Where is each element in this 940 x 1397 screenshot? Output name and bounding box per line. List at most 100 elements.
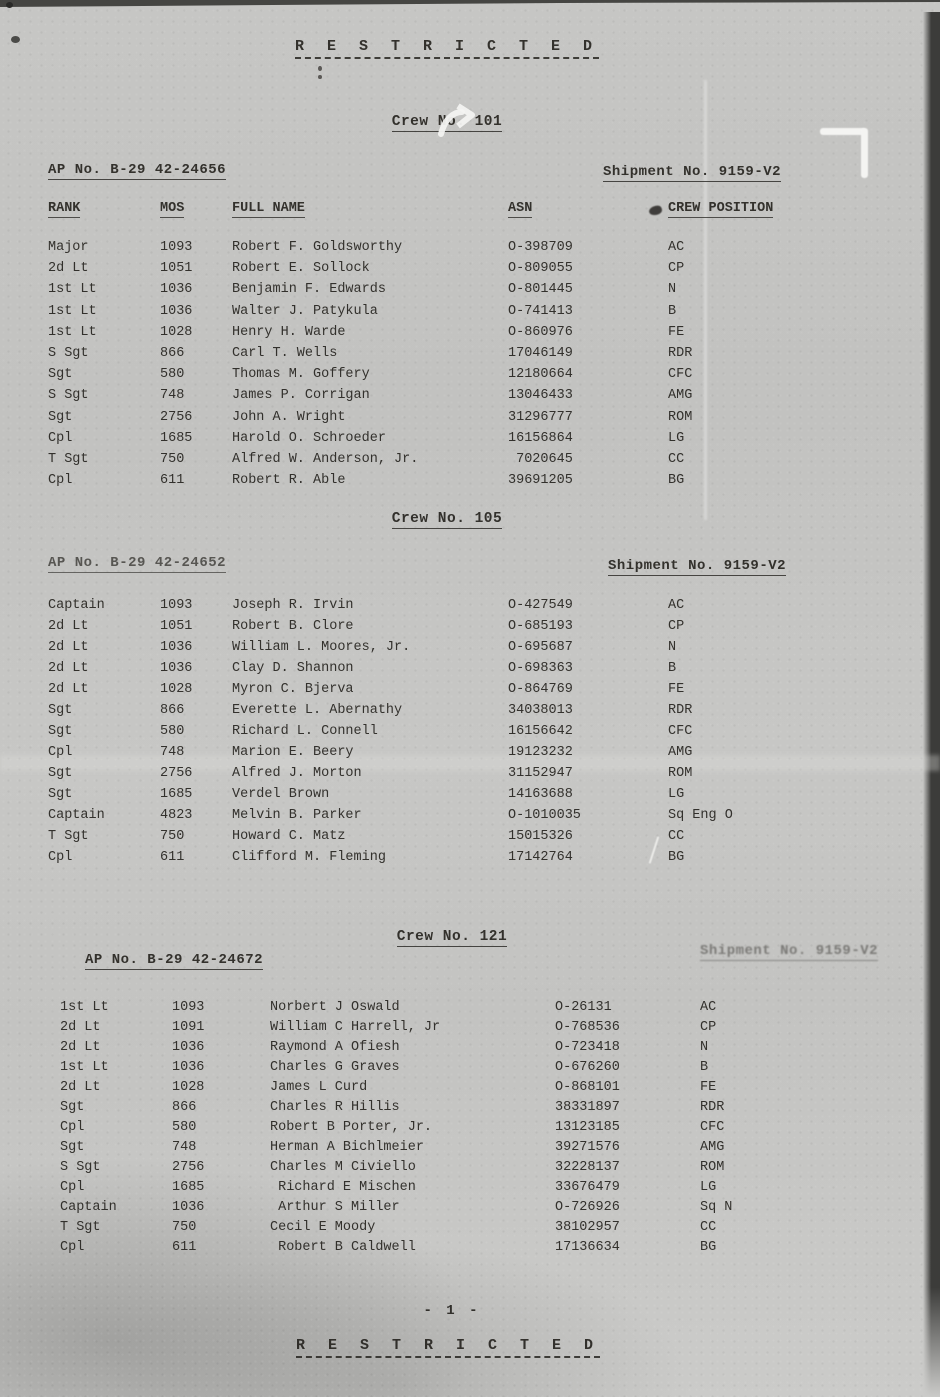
cell-asn: 17136634 <box>555 1240 620 1255</box>
white-arrow-scratch <box>438 103 475 137</box>
scan-top-edge <box>0 0 940 7</box>
cell-mos: 866 <box>160 703 185 718</box>
cell-mos: 750 <box>160 451 185 467</box>
cell-pos: B <box>668 303 677 319</box>
cell-name: Myron C. Bjerva <box>232 682 354 697</box>
cell-asn: O-860976 <box>508 324 573 340</box>
cell-asn: O-768536 <box>555 1020 620 1035</box>
cell-asn: O-864769 <box>508 682 573 697</box>
cell-rank: 1st Lt <box>60 1060 109 1075</box>
cell-asn: 19123232 <box>508 745 573 760</box>
cell-mos: 1036 <box>160 303 193 319</box>
cell-asn: O-685193 <box>508 619 573 634</box>
cell-name: Cecil E Moody <box>270 1220 376 1235</box>
roster-row: Captain 1036 Arthur S Miller O-726926 Sq N <box>60 1198 892 1218</box>
cell-rank: S Sgt <box>60 1160 101 1175</box>
cell-name: Richard L. Connell <box>232 724 378 739</box>
cell-pos: B <box>700 1060 709 1075</box>
cell-asn: O-726926 <box>555 1200 620 1215</box>
cell-rank: Cpl <box>60 1180 85 1195</box>
cell-pos: RDR <box>668 703 693 718</box>
cell-rank: S Sgt <box>48 388 89 404</box>
cell-name: Robert B Porter, Jr. <box>270 1120 433 1135</box>
cell-asn: O-427549 <box>508 598 573 613</box>
cell-asn: 34038013 <box>508 703 573 718</box>
cell-name: Howard C. Matz <box>232 829 346 844</box>
roster-row: S Sgt 2756 Charles M Civiello 32228137 ROM <box>60 1158 892 1178</box>
cell-pos: N <box>668 282 677 298</box>
ink-speck <box>6 2 13 8</box>
cell-rank: Cpl <box>48 745 73 760</box>
corner-registration-mark <box>820 126 870 178</box>
cell-mos: 1028 <box>172 1080 205 1095</box>
cell-pos: AMG <box>668 745 693 760</box>
crew-105-title: Crew No. 105 <box>391 511 503 529</box>
roster-row: 2d Lt 1036 Clay D. Shannon O-698363 B <box>48 658 892 679</box>
cell-asn: O-676260 <box>555 1060 620 1075</box>
cell-mos: 580 <box>160 724 185 739</box>
roster-row: Sgt 748 Herman A Bichlmeier 39271576 AMG <box>60 1138 892 1158</box>
cell-pos: CC <box>700 1220 717 1235</box>
cell-name: Robert B. Clore <box>232 619 354 634</box>
cell-asn: 13123185 <box>555 1120 620 1135</box>
roster-row: Sgt 866 Everette L. Abernathy 34038013 RDR <box>48 700 892 721</box>
roster-row: 1st Lt 1036 Benjamin F. Edwards O-801445 N <box>48 279 892 300</box>
roster-row: Cpl 1685 Harold O. Schroeder 16156864 LG <box>48 428 892 449</box>
roster-row: 1st Lt 1093 Norbert J Oswald O-26131 AC <box>60 998 892 1018</box>
roster-row: Captain 1093 Joseph R. Irvin O-427549 AC <box>48 595 892 616</box>
cell-mos: 2756 <box>172 1160 205 1175</box>
cell-mos: 1093 <box>160 598 193 613</box>
cell-mos: 1036 <box>172 1060 205 1075</box>
cell-mos: 1028 <box>160 682 193 697</box>
cell-rank: 2d Lt <box>48 682 89 697</box>
cell-pos: CFC <box>668 367 693 383</box>
roster-row: S Sgt 866 Carl T. Wells 17046149 RDR <box>48 343 892 364</box>
roster-row: 1st Lt 1036 Charles G Graves O-676260 B <box>60 1058 892 1078</box>
roster-row: Major 1093 Robert F. Goldsworthy O-398709 AC <box>48 237 892 258</box>
cell-rank: Sgt <box>48 724 73 739</box>
cell-pos: ROM <box>700 1160 725 1175</box>
cell-rank: T Sgt <box>60 1220 101 1235</box>
ink-speck <box>11 36 20 43</box>
crew-121-shipment-number: Shipment No. 9159-V2 <box>700 943 879 961</box>
roster-row: 2d Lt 1051 Robert B. Clore O-685193 CP <box>48 616 892 637</box>
cell-rank: Cpl <box>60 1120 85 1135</box>
cell-rank: Captain <box>48 808 105 823</box>
cell-pos: LG <box>700 1180 717 1195</box>
scan-right-edge <box>923 12 940 1397</box>
cell-rank: Major <box>48 240 89 255</box>
cell-asn: 31296777 <box>508 409 573 425</box>
cell-pos: CFC <box>700 1120 725 1135</box>
cell-rank: Sgt <box>48 367 73 383</box>
cell-rank: 1st Lt <box>48 282 97 298</box>
cell-asn: 7020645 <box>508 451 573 467</box>
cell-asn: 13046433 <box>508 388 573 404</box>
roster-row: T Sgt 750 Cecil E Moody 38102957 CC <box>60 1218 892 1238</box>
roster-row: T Sgt 750 Howard C. Matz 15015326 CC <box>48 826 892 847</box>
cell-pos: CC <box>668 451 685 467</box>
roster-row: Sgt 1685 Verdel Brown 14163688 LG <box>48 784 892 805</box>
roster-row: 2d Lt 1036 William L. Moores, Jr. O-695687 N <box>48 637 892 658</box>
cell-rank: 2d Lt <box>48 640 89 655</box>
column-header-rank: RANK <box>48 201 81 218</box>
cell-mos: 611 <box>160 473 185 489</box>
cell-asn: 39691205 <box>508 473 573 489</box>
cell-mos: 1093 <box>172 1000 205 1015</box>
cell-mos: 611 <box>172 1240 197 1255</box>
roster-row: Cpl 1685 Richard E Mischen 33676479 LG <box>60 1178 892 1198</box>
cell-name: Richard E Mischen <box>270 1180 416 1195</box>
cell-asn: O-26131 <box>555 1000 612 1015</box>
cell-mos: 750 <box>172 1220 197 1235</box>
paper-crease <box>704 80 707 520</box>
cell-mos: 1685 <box>160 430 193 446</box>
cell-rank: Cpl <box>48 473 73 489</box>
cell-mos: 1685 <box>160 787 193 802</box>
crew-101-shipment-number: Shipment No. 9159-V2 <box>603 164 782 182</box>
cell-pos: FE <box>668 324 685 340</box>
crew-105-roster-table: Captain 1093 Joseph R. Irvin O-427549 AC 2d L… <box>48 595 892 868</box>
cell-asn: 38102957 <box>555 1220 620 1235</box>
cell-name: Melvin B. Parker <box>232 808 362 823</box>
cell-name: Clifford M. Fleming <box>232 850 386 865</box>
cell-pos: LG <box>668 787 685 802</box>
